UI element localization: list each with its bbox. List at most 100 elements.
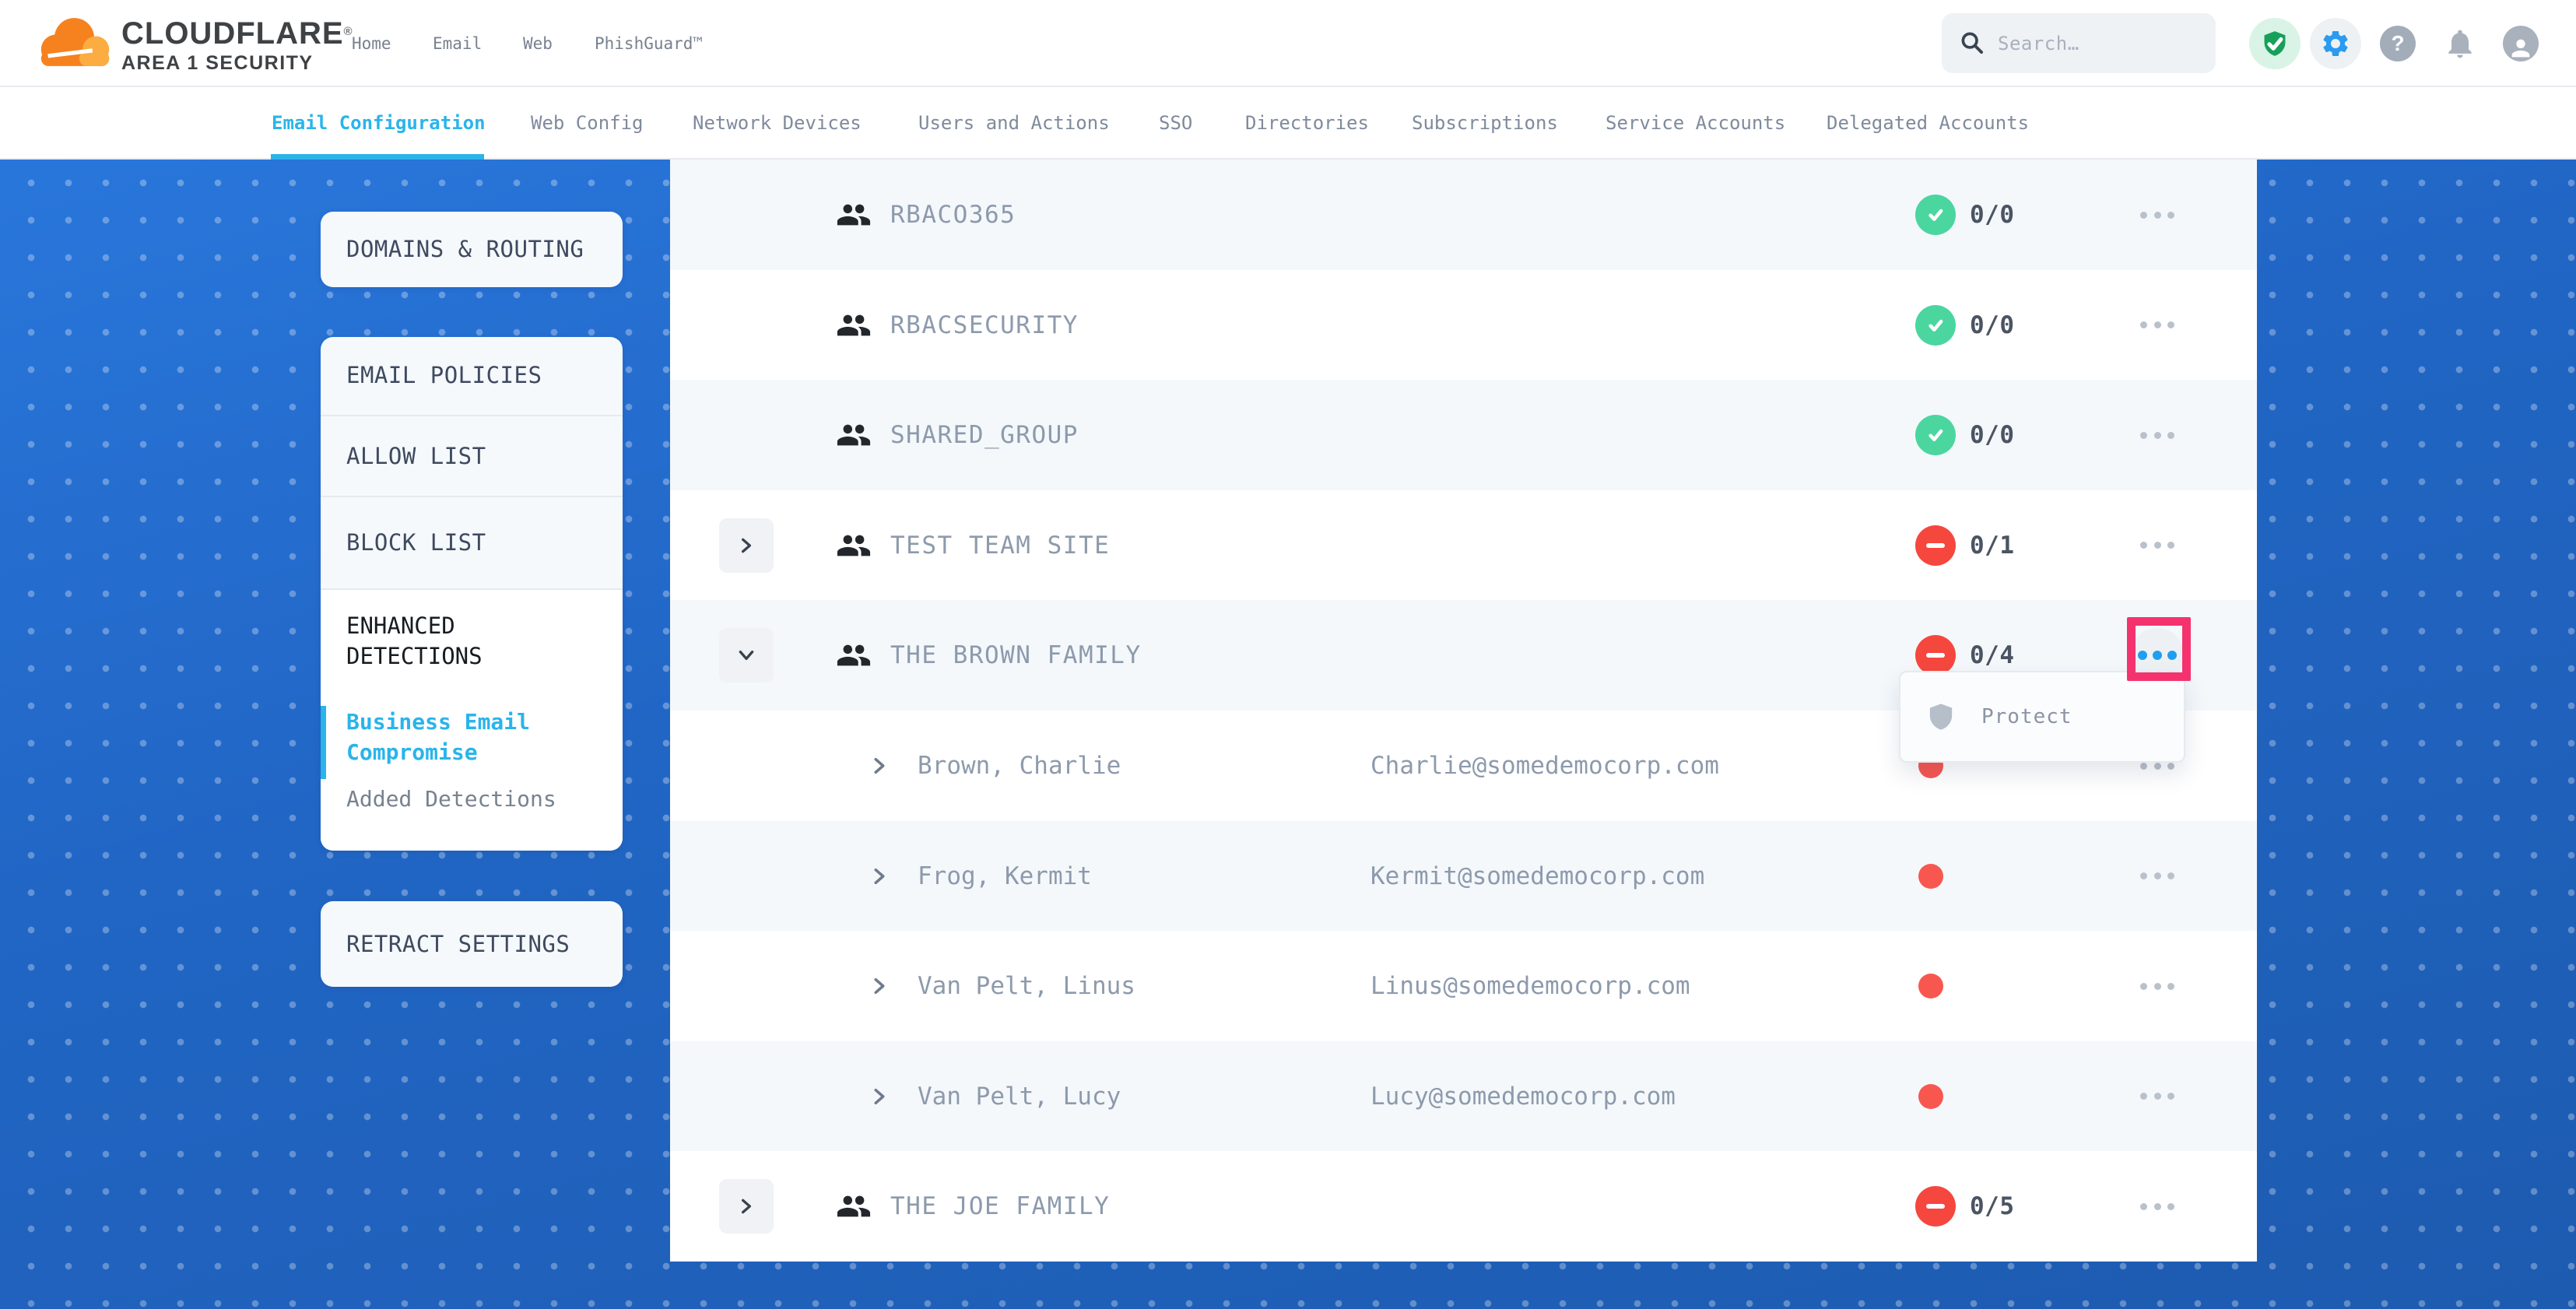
member-name: Van Pelt, Lucy [918,1082,1121,1111]
active-tab-underline [271,154,484,160]
group-icon [836,1188,872,1224]
sidebar-label: BLOCK LIST [346,529,486,556]
sidebar-item-added-detections[interactable]: Added Detections [346,786,556,812]
sidebar-item-enhanced-detections[interactable]: ENHANCED DETECTIONS Business Email Compr… [321,588,623,851]
member-email: Linus@somedemocorp.com [1370,972,1690,1000]
chevron-down-icon [737,646,756,665]
nav-web[interactable]: Web [523,34,553,53]
member-chevron-icon[interactable] [869,976,890,996]
tab-users-and-actions[interactable]: Users and Actions [918,112,1110,134]
row-menu-button[interactable] [2140,869,2174,884]
sidebar-item-allow-list[interactable]: ALLOW LIST [321,415,623,496]
table-row: SHARED_GROUP 0/0 [670,380,2257,490]
sidebar-label: ALLOW LIST [346,443,486,469]
search-box[interactable] [1942,13,2216,73]
chevron-right-icon [737,536,756,555]
tab-delegated-accounts[interactable]: Delegated Accounts [1827,112,2030,134]
tab-directories[interactable]: Directories [1245,112,1369,134]
sidebar-item-email-policies[interactable]: EMAIL POLICIES [321,337,623,415]
top-header: CLOUDFLARE® AREA 1 SECURITY Home Email W… [0,0,2576,87]
alert-dot [1918,1083,1943,1109]
enhanced-detections-label: ENHANCED DETECTIONS [346,612,483,669]
settings-gear-icon[interactable] [2310,18,2361,69]
sidebar-item-block-list[interactable]: BLOCK LIST [321,496,623,588]
collapse-row-button[interactable] [719,628,774,683]
table-row: RBACO365 0/0 [670,160,2257,270]
row-menu-button[interactable] [2140,538,2174,553]
sidebar-label: DOMAINS & ROUTING [346,236,584,262]
protection-count: 0/0 [1970,201,2015,229]
shield-icon [1925,701,1957,732]
help-icon[interactable] [2372,18,2423,69]
member-email: Kermit@somedemocorp.com [1370,862,1705,890]
cloudflare-cloud-icon [40,18,110,66]
question-mark [2380,26,2416,61]
row-menu-button[interactable] [2140,318,2174,333]
alert-dot [1918,863,1943,889]
group-name: SHARED_GROUP [890,421,1079,449]
group-name: THE BROWN FAMILY [890,641,1142,669]
member-email: Charlie@somedemocorp.com [1370,752,1719,780]
menu-item-protect[interactable]: Protect [1900,672,2184,761]
registered-mark: ® [343,25,353,38]
status-unprotected-icon [1915,635,1956,676]
user-account-icon[interactable] [2495,18,2546,69]
tab-web-config[interactable]: Web Config [531,112,644,134]
table-row: Van Pelt, Linus Linus@somedemocorp.com [670,931,2257,1041]
avatar [2503,26,2539,61]
alert-dot [1918,974,1943,998]
group-name: RBACSECURITY [890,311,1079,339]
sidebar-label: RETRACT SETTINGS [346,931,570,957]
member-chevron-icon[interactable] [869,1086,890,1107]
nav-phishguard[interactable]: PhishGuard™ [595,34,704,53]
tab-sso[interactable]: SSO [1159,112,1193,134]
table-row: Frog, Kermit Kermit@somedemocorp.com [670,821,2257,931]
expand-row-button[interactable] [719,1179,774,1234]
group-icon [836,528,872,563]
status-protected-icon [1915,415,1956,455]
member-name: Brown, Charlie [918,752,1121,780]
row-menu-button[interactable] [2140,758,2174,774]
nav-home[interactable]: Home [352,34,391,53]
table-row: Brown, Charlie Charlie@somedemocorp.com [670,711,2257,821]
protection-count: 0/0 [1970,311,2015,339]
brand-logo[interactable]: CLOUDFLARE® AREA 1 SECURITY [31,11,353,81]
protection-count: 0/5 [1970,1192,2015,1220]
table-row: Van Pelt, Lucy Lucy@somedemocorp.com [670,1041,2257,1151]
sidebar-item-business-email-compromise[interactable]: Business Email Compromise [346,709,531,765]
menu-item-label: Protect [1981,705,2072,728]
row-menu-button[interactable] [2140,978,2174,994]
expand-row-button[interactable] [719,518,774,573]
group-icon [836,417,872,453]
member-name: Van Pelt, Linus [918,972,1135,1000]
member-email: Lucy@somedemocorp.com [1370,1082,1676,1111]
shield-check-icon[interactable] [2249,18,2301,69]
search-input[interactable] [1996,13,2199,73]
group-name: THE JOE FAMILY [890,1192,1111,1220]
status-unprotected-icon [1915,525,1956,566]
highlight-box [2127,617,2191,681]
row-menu-button[interactable] [2140,427,2174,443]
brand-name: CLOUDFLARE® [121,16,353,51]
row-menu-button[interactable] [2140,1089,2174,1104]
table-row: RBACSECURITY 0/0 [670,270,2257,380]
nav-email[interactable]: Email [433,34,483,53]
row-menu-button[interactable] [2140,1198,2174,1214]
tab-network-devices[interactable]: Network Devices [693,112,862,134]
group-name: TEST TEAM SITE [890,531,1111,560]
active-item-bar [321,706,326,779]
notifications-bell-icon[interactable] [2434,18,2486,69]
sidebar-item-retract-settings[interactable]: RETRACT SETTINGS [321,901,623,987]
sidebar-item-domains-routing[interactable]: DOMAINS & ROUTING [321,212,623,287]
tab-subscriptions[interactable]: Subscriptions [1412,112,1558,134]
status-protected-icon [1915,304,1956,346]
member-chevron-icon[interactable] [869,756,890,776]
member-name: Frog, Kermit [918,862,1092,890]
status-protected-icon [1915,195,1956,235]
group-icon [836,637,872,673]
tab-email-configuration[interactable]: Email Configuration [272,112,486,134]
tab-service-accounts[interactable]: Service Accounts [1606,112,1786,134]
row-menu-button[interactable] [2140,207,2174,223]
member-chevron-icon[interactable] [869,866,890,886]
